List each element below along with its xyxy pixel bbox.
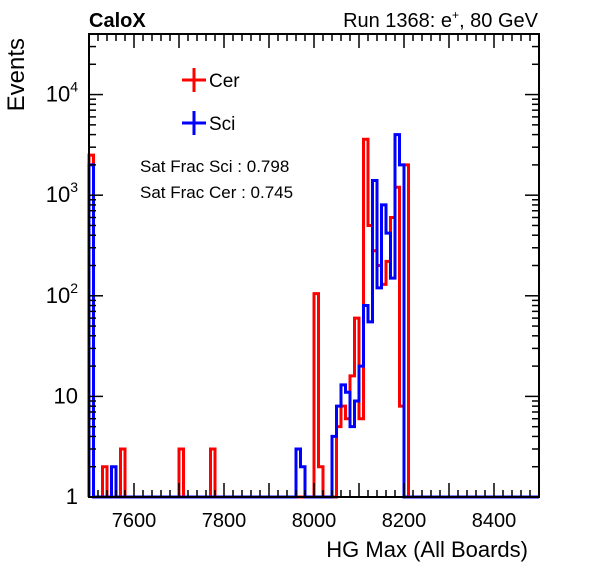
annotation-sat-frac-cer: Sat Frac Cer : 0.745 xyxy=(140,183,293,202)
header-left-label: CaloX xyxy=(89,10,146,32)
x-tick-label: 8200 xyxy=(382,510,427,532)
y-tick-label: 103 xyxy=(46,179,78,207)
y-tick-label: 1 xyxy=(66,484,78,509)
x-axis: 7600 7800 8000 8200 8400 xyxy=(88,34,540,532)
legend: Cer Sci xyxy=(182,68,240,135)
x-axis-label: HG Max (All Boards) xyxy=(326,537,528,562)
x-tick-label: 8000 xyxy=(292,510,337,532)
header-right-label: Run 1368: e+, 80 GeV xyxy=(343,8,539,32)
x-tick-label: 7800 xyxy=(202,510,247,532)
y-tick-label: 10 xyxy=(54,383,78,408)
x-tick-label: 8400 xyxy=(472,510,517,532)
legend-label-sci: Sci xyxy=(209,114,235,135)
y-axis-label: Events xyxy=(3,38,30,111)
annotation-sat-frac-sci: Sat Frac Sci : 0.798 xyxy=(140,157,289,176)
legend-label-cer: Cer xyxy=(209,71,240,92)
x-tick-label: 7600 xyxy=(112,510,157,532)
